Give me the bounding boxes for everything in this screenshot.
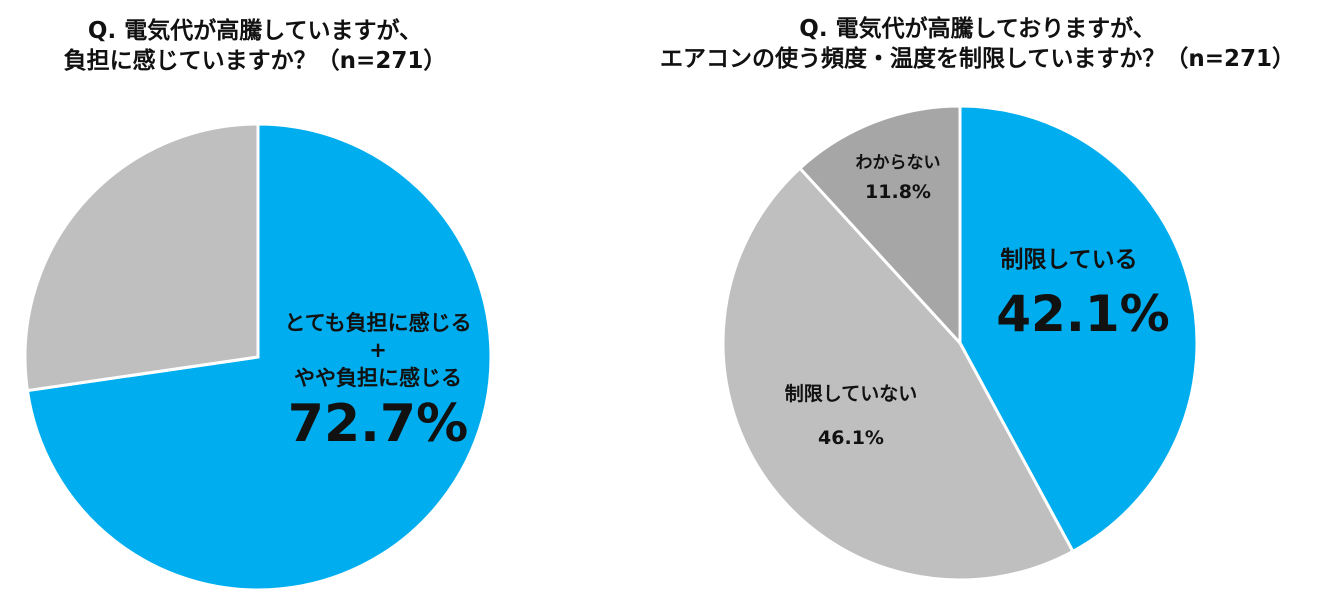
chart1-title: Q. 電気代が高騰していますが、 負担に感じていますか？（n=271） [10, 16, 500, 76]
pie2-slice0-value-label: 42.1% [996, 285, 1169, 343]
chart2-title: Q. 電気代が高騰しておりますが、 エアコンの使う頻度・温度を制限していますか？… [620, 14, 1335, 74]
pie2-slice-2 [797, 104, 962, 347]
chart1-title-line2: 負担に感じていますか？（n=271） [63, 48, 447, 74]
pie1-slice0-label-line2: やや負担に感じる [294, 366, 462, 390]
pie2-slice0-label: 制限している [1000, 247, 1137, 273]
pie2-slice-1 [721, 166, 1075, 582]
chart2-title-line2: エアコンの使う頻度・温度を制限していますか？（n=271） [660, 46, 1295, 72]
pie2-slice2-label: わからない [856, 153, 941, 173]
pie1-slice-1 [23, 122, 260, 393]
chart2-title-line1: Q. 電気代が高騰しておりますが、 [799, 16, 1156, 42]
pie2-slice1-label: 制限していない [785, 382, 917, 405]
pie1-slice0-label-line1: とても負担に感じる [284, 311, 471, 335]
pie2-slice2-value-label: 11.8% [865, 181, 931, 203]
pie2-slice-0 [958, 104, 1199, 554]
pie1-slice0-value-label: 72.7% [288, 394, 468, 454]
pie-chart-aircon-limit [721, 104, 1199, 582]
chart1-title-line1: Q. 電気代が高騰していますが、 [87, 18, 423, 44]
pie2-slice1-value-label: 46.1% [818, 427, 884, 449]
pie1-slice0-label-plus: + [369, 338, 387, 362]
pie-chart-burden [23, 122, 493, 592]
